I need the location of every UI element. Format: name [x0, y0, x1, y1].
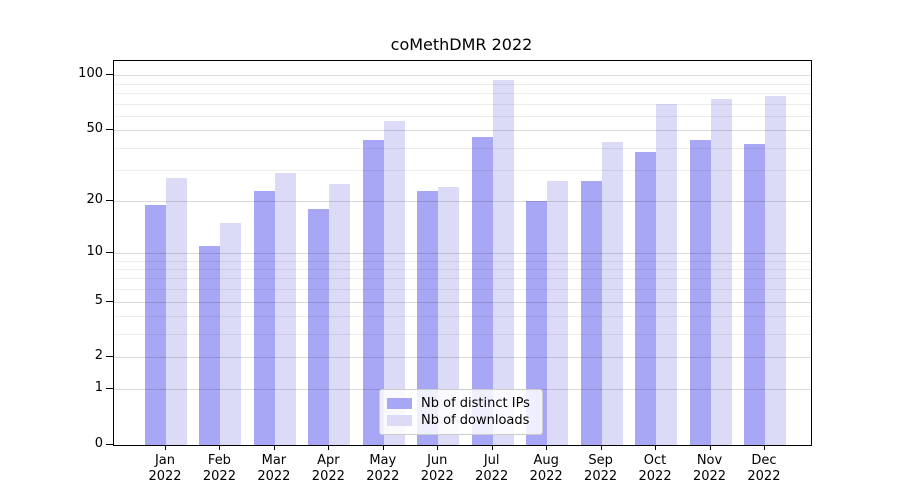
x-tick-mark-aug	[546, 445, 548, 450]
chart-title: coMethDMR 2022	[390, 35, 533, 54]
gridline-minor-7	[114, 278, 811, 280]
bar-distinct-ips-mar	[253, 190, 275, 445]
bar-distinct-ips-feb	[199, 246, 221, 445]
x-tick-mark-sep	[600, 445, 602, 450]
gridline-minor-60	[114, 115, 811, 117]
x-tick-label-may: May 2022	[366, 453, 400, 484]
x-tick-label-jul: Jul 2022	[475, 453, 509, 484]
bar-distinct-ips-jan	[145, 205, 166, 445]
y-tick-label-10: 10	[86, 244, 103, 259]
y-tick-label-20: 20	[86, 192, 103, 208]
x-tick-label-aug: Aug 2022	[529, 453, 563, 484]
bar-distinct-ips-apr	[308, 209, 330, 445]
bar-downloads-aug	[547, 181, 569, 445]
legend-entry-downloads: Nb of downloads	[387, 412, 530, 429]
bar-distinct-ips-sep	[580, 181, 602, 445]
gridline-major-100	[114, 75, 811, 77]
y-tick-mark-100	[106, 74, 113, 76]
y-tick-label-50: 50	[86, 121, 103, 137]
x-tick-mark-jul	[491, 445, 493, 450]
gridline-major-50	[114, 130, 811, 132]
gridline-minor-9	[114, 260, 811, 262]
gridline-minor-90	[114, 83, 811, 85]
legend: Nb of distinct IPs Nb of downloads	[379, 389, 543, 435]
y-tick-label-100: 100	[78, 66, 103, 82]
gridline-minor-6	[114, 289, 811, 291]
bar-downloads-jan	[166, 178, 187, 445]
x-tick-mark-feb	[219, 445, 221, 450]
y-tick-mark-0	[106, 444, 113, 445]
bar-downloads-dec	[764, 96, 786, 445]
legend-entry-distinct-ips: Nb of distinct IPs	[387, 395, 530, 412]
bar-downloads-sep	[601, 141, 623, 445]
bar-downloads-oct	[656, 103, 678, 445]
legend-swatch-distinct-ips	[387, 398, 412, 409]
gridline-major-10	[114, 253, 811, 254]
x-tick-label-jun: Jun 2022	[420, 453, 454, 484]
bar-distinct-ips-jun	[417, 190, 439, 445]
x-tick-label-jan: Jan 2022	[148, 453, 182, 484]
x-tick-mark-apr	[328, 445, 330, 450]
bar-distinct-ips-oct	[635, 151, 657, 445]
y-tick-mark-50	[106, 129, 113, 131]
x-tick-label-dec: Dec 2022	[747, 453, 781, 484]
bar-downloads-may	[383, 121, 405, 445]
x-tick-label-oct: Oct 2022	[638, 453, 672, 484]
y-tick-label-2: 2	[94, 348, 103, 364]
x-tick-label-apr: Apr 2022	[311, 453, 345, 484]
gridline-minor-3	[114, 333, 811, 335]
bar-distinct-ips-nov	[689, 140, 711, 445]
x-tick-label-mar: Mar 2022	[257, 453, 291, 484]
x-tick-mark-jan	[165, 445, 166, 450]
gridline-minor-70	[114, 103, 811, 105]
x-tick-mark-mar	[273, 445, 275, 450]
plot-area	[113, 60, 812, 446]
y-tick-label-0: 0	[94, 436, 103, 451]
x-tick-mark-may	[382, 445, 384, 450]
x-tick-mark-dec	[763, 445, 765, 450]
y-tick-mark-5	[106, 300, 113, 302]
y-tick-label-5: 5	[94, 292, 103, 308]
bar-distinct-ips-may	[362, 140, 384, 445]
legend-label-downloads: Nb of downloads	[421, 413, 530, 428]
y-tick-mark-10	[106, 252, 113, 253]
gridline-major-5	[114, 301, 811, 303]
bar-distinct-ips-dec	[743, 143, 765, 445]
gridline-minor-40	[114, 147, 811, 149]
legend-swatch-downloads	[387, 415, 412, 426]
x-tick-mark-oct	[655, 445, 657, 450]
gridline-minor-30	[114, 170, 811, 172]
bar-downloads-nov	[710, 99, 732, 445]
y-tick-mark-1	[106, 388, 113, 390]
x-tick-mark-jun	[437, 445, 439, 450]
bar-downloads-feb	[220, 222, 242, 445]
y-tick-label-1: 1	[94, 380, 103, 396]
y-tick-mark-20	[106, 200, 113, 202]
bar-downloads-mar	[274, 172, 296, 445]
bar-downloads-jul	[492, 79, 514, 445]
x-tick-mark-nov	[709, 445, 711, 450]
x-tick-label-feb: Feb 2022	[202, 453, 236, 484]
x-tick-label-sep: Sep 2022	[584, 453, 618, 484]
x-tick-label-nov: Nov 2022	[692, 453, 727, 484]
bar-distinct-ips-aug	[526, 201, 548, 445]
gridline-major-20	[114, 201, 811, 203]
y-tick-mark-2	[106, 356, 113, 358]
gridline-minor-4	[114, 316, 811, 318]
gridline-major-2	[114, 357, 811, 359]
bar-distinct-ips-jul	[471, 136, 493, 445]
legend-label-distinct-ips: Nb of distinct IPs	[421, 396, 530, 411]
bar-downloads-jun	[438, 187, 460, 445]
bar-downloads-apr	[329, 184, 351, 445]
gridline-minor-80	[114, 93, 811, 95]
gridline-minor-8	[114, 269, 811, 271]
